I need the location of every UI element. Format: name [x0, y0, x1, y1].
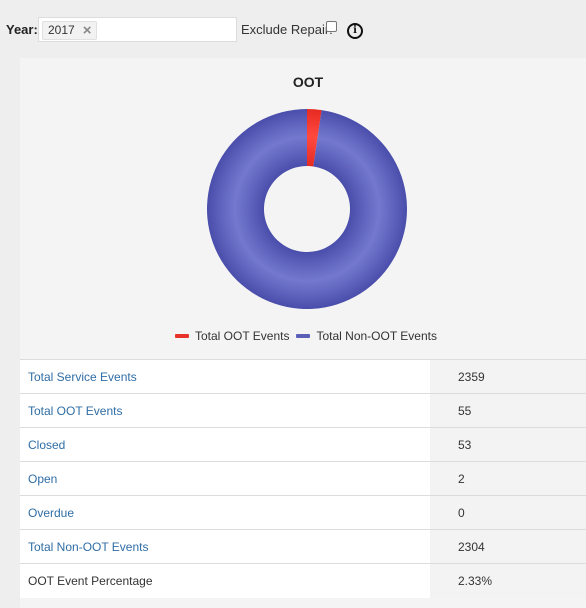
exclude-repair-checkbox[interactable] [326, 21, 337, 32]
info-icon[interactable]: i [347, 23, 363, 39]
stats-link[interactable]: Total Service Events [28, 369, 137, 384]
stats-label-cell: Total Non-OOT Events [20, 529, 430, 564]
stats-row: Total OOT Events 55 [20, 393, 586, 428]
stats-row: Total Service Events 2359 [20, 359, 586, 394]
stats-table: Total Service Events 2359 Total OOT Events… [20, 359, 586, 598]
stats-label-cell: Total OOT Events [20, 393, 430, 428]
stats-link[interactable]: Total Non-OOT Events [28, 539, 149, 554]
stats-label-cell: OOT Event Percentage [20, 563, 430, 598]
stats-value: 2304 [430, 529, 586, 564]
donut-slice-non-oot[interactable] [206, 109, 407, 309]
legend-item-oot[interactable]: Total OOT Events [175, 329, 289, 343]
stats-value: 53 [430, 427, 586, 462]
year-select[interactable]: 2017 × [38, 17, 237, 42]
stats-link[interactable]: Overdue [28, 505, 75, 520]
stats-value: 55 [430, 393, 586, 428]
legend-item-non-oot[interactable]: Total Non-OOT Events [296, 329, 437, 343]
legend-label-oot: Total OOT Events [195, 329, 290, 343]
donut-slice-oot[interactable] [307, 109, 322, 167]
stats-row: Total Non-OOT Events 2304 [20, 529, 586, 564]
remove-year-icon[interactable]: × [82, 22, 92, 39]
stats-link[interactable]: Closed [28, 437, 66, 452]
stats-label-cell: Open [20, 461, 430, 496]
chart-title: OOT [292, 74, 324, 90]
stats-label: OOT Event Percentage [28, 573, 153, 588]
stats-row: Open 2 [20, 461, 586, 496]
year-label: Year: [6, 22, 38, 37]
year-chip: 2017 × [42, 21, 98, 40]
oot-panel: OOT Total OOT Events [20, 58, 586, 608]
stats-label-cell: Overdue [20, 495, 430, 530]
stats-row: Closed 53 [20, 427, 586, 462]
legend-swatch-non-oot [296, 334, 311, 338]
stats-link[interactable]: Open [28, 471, 58, 486]
stats-value: 0 [430, 495, 586, 530]
stats-label-cell: Closed [20, 427, 430, 462]
stats-value: 2 [430, 461, 586, 496]
stats-label-cell: Total Service Events [20, 359, 430, 394]
legend-label-non-oot: Total Non-OOT Events [316, 329, 437, 343]
oot-chart: OOT Total OOT Events [20, 58, 586, 359]
year-chip-value: 2017 [48, 23, 75, 37]
legend-swatch-oot [175, 334, 189, 338]
stats-row: OOT Event Percentage 2.33% [20, 563, 586, 598]
filter-bar: Year: 2017 × Exclude Repair: i [0, 0, 586, 58]
exclude-repair-label: Exclude Repair: [241, 22, 333, 37]
donut-chart [206, 109, 407, 309]
stats-value: 2359 [430, 359, 586, 394]
chart-legend: Total OOT Events Total Non-OOT Events [175, 329, 444, 343]
stats-row: Overdue 0 [20, 495, 586, 530]
stats-link[interactable]: Total OOT Events [28, 403, 123, 418]
stats-value: 2.33% [430, 563, 586, 598]
